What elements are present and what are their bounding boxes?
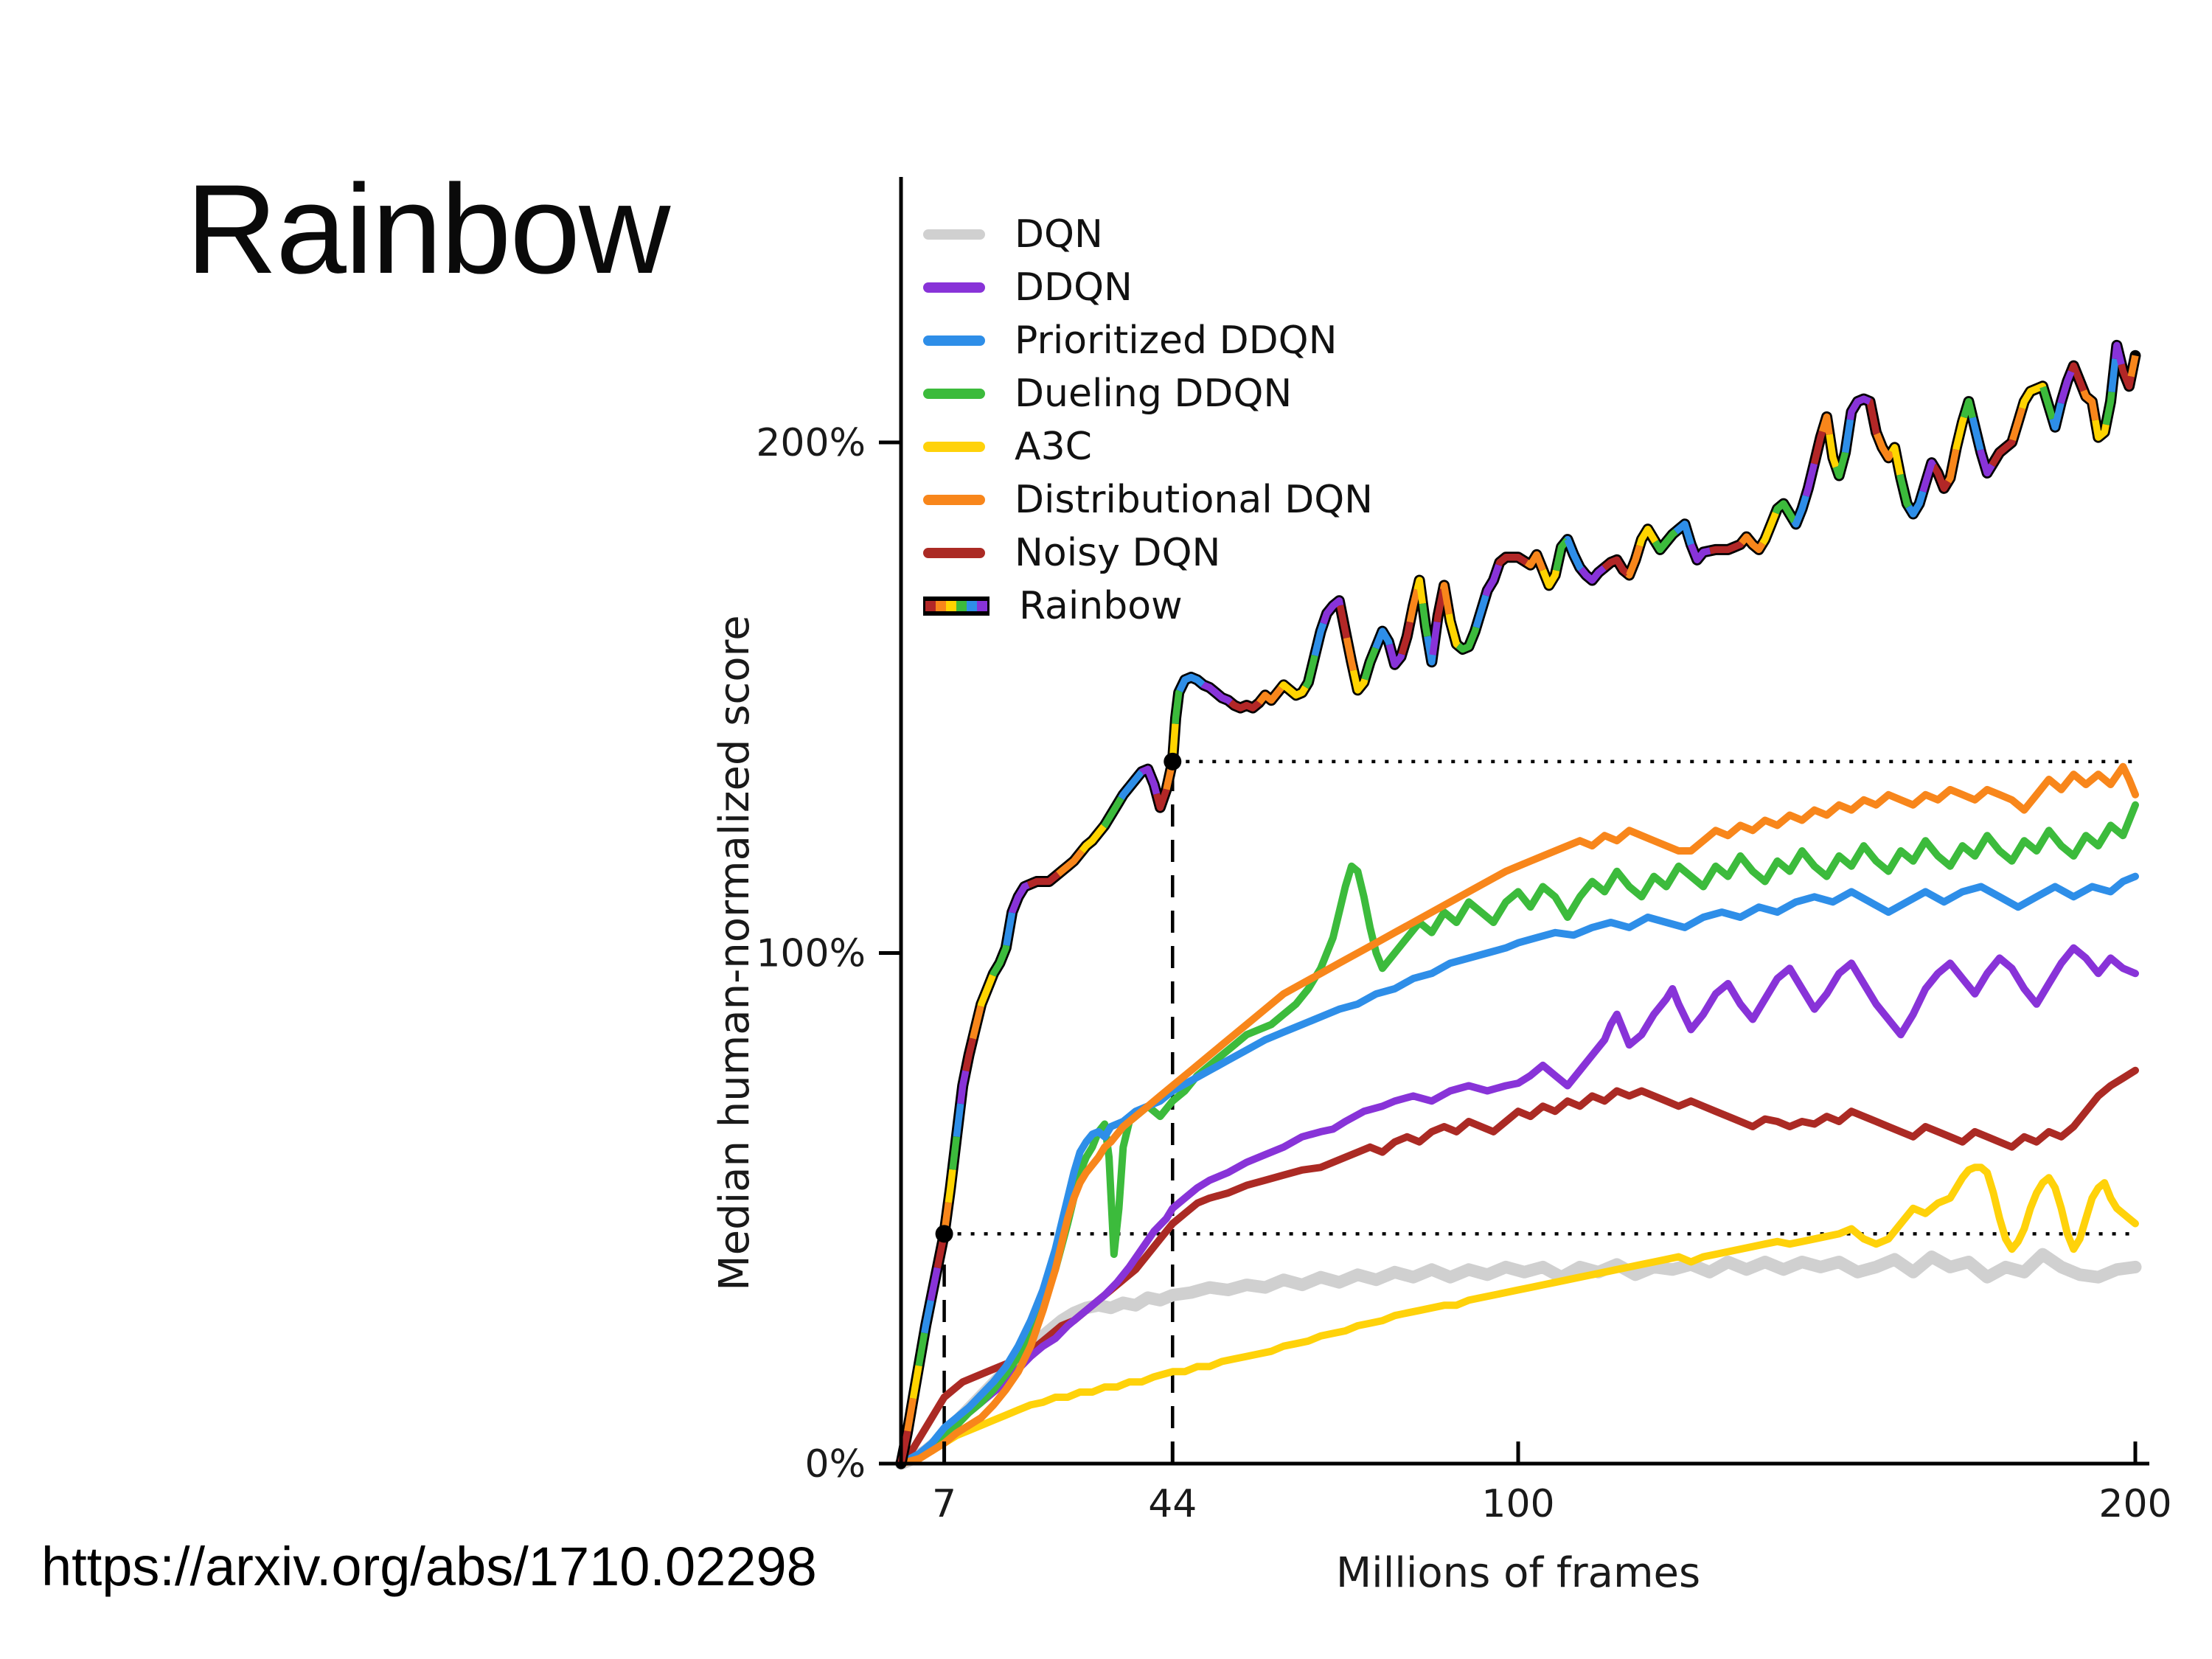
legend-rainbow-swatch-cell xyxy=(946,601,956,611)
legend-label: Rainbow xyxy=(1019,584,1183,628)
legend-line-swatch xyxy=(923,389,985,399)
legend-item-prioritized-ddqn: Prioritized DDQN xyxy=(923,319,1337,363)
legend-item-dqn: DQN xyxy=(923,212,1103,257)
series-a3c xyxy=(897,1164,2139,1467)
legend-label: DQN xyxy=(1015,212,1103,257)
series-prioritized-ddqn xyxy=(897,872,2139,1467)
legend-rainbow-swatch-cell xyxy=(956,601,967,611)
page-title: Rainbow xyxy=(186,159,670,300)
legend-item-a3c: A3C xyxy=(923,425,1092,469)
x-tick-label: 44 xyxy=(1148,1482,1197,1526)
y-tick-label: 0% xyxy=(805,1442,866,1486)
legend-line-swatch xyxy=(923,442,985,452)
legend-rainbow-swatch-cell xyxy=(936,601,946,611)
legend-line-swatch xyxy=(923,229,985,240)
legend-label: DDQN xyxy=(1015,265,1133,310)
annotation-dot xyxy=(1164,752,1182,771)
series-dqn xyxy=(894,1248,2142,1470)
x-tick-label: 7 xyxy=(932,1482,956,1526)
series-distributional-dqn xyxy=(897,762,2139,1467)
annotation-dot xyxy=(935,1225,953,1243)
legend-item-rainbow: Rainbow xyxy=(923,584,1183,628)
x-tick-label: 100 xyxy=(1481,1482,1554,1526)
series-rainbow-segment xyxy=(897,341,2139,1464)
legend-line-swatch xyxy=(923,282,985,293)
y-axis-title: Median human-normalized score xyxy=(711,615,759,1290)
legend-rainbow-swatch-cell xyxy=(977,601,987,611)
legend-label: Dueling DDQN xyxy=(1015,372,1293,416)
source-url-link[interactable]: https://arxiv.org/abs/1710.02298 xyxy=(41,1536,817,1597)
legend-rainbow-swatch-cell xyxy=(967,601,977,611)
legend-rainbow-swatch xyxy=(923,597,990,616)
legend-line-swatch xyxy=(923,548,985,558)
legend-line-swatch xyxy=(923,495,985,505)
legend-line-swatch xyxy=(923,335,985,346)
series-ddqn xyxy=(897,944,2139,1467)
legend-item-ddqn: DDQN xyxy=(923,265,1133,310)
legend-item-distributional-dqn: Distributional DQN xyxy=(923,478,1373,522)
legend-label: Prioritized DDQN xyxy=(1015,319,1338,363)
x-tick-label: 200 xyxy=(2098,1482,2171,1526)
y-tick-label: 100% xyxy=(756,932,866,976)
legend-item-noisy-dqn: Noisy DQN xyxy=(923,531,1220,575)
y-tick-label: 200% xyxy=(756,421,866,465)
legend-label: Noisy DQN xyxy=(1015,531,1221,575)
series-rainbow-segment xyxy=(897,341,2139,1464)
x-axis-title: Millions of frames xyxy=(1336,1549,1700,1597)
legend-label: A3C xyxy=(1015,425,1092,469)
legend-rainbow-swatch-cell xyxy=(925,601,936,611)
legend-item-dueling-ddqn: Dueling DDQN xyxy=(923,372,1292,416)
legend-label: Distributional DQN xyxy=(1015,478,1374,522)
